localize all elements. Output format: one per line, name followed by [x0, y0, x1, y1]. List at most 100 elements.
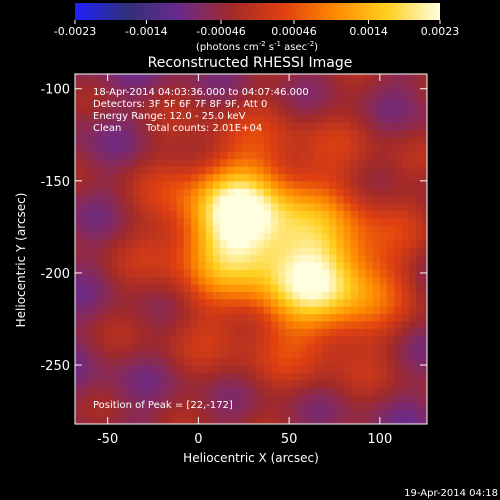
heatmap-cell: [358, 74, 366, 79]
heatmap-cell: [263, 107, 272, 116]
heatmap-cell: [416, 166, 424, 175]
heatmap-cell: [350, 195, 359, 204]
heatmap-cell: [416, 387, 424, 396]
heatmap-cell: [372, 129, 381, 138]
heatmap-cell: [314, 335, 323, 344]
heatmap-cell: [270, 409, 279, 418]
heatmap-cell: [292, 284, 301, 292]
heatmap-cell: [256, 136, 265, 145]
heatmap-cell: [118, 276, 127, 285]
heatmap-cell: [169, 313, 178, 322]
heatmap-cell: [205, 401, 214, 410]
heatmap-cell: [118, 394, 127, 403]
heatmap-cell: [416, 261, 424, 270]
heatmap-cell: [191, 74, 199, 79]
heatmap-cell: [140, 416, 149, 424]
heatmap-cell: [321, 225, 330, 234]
heatmap-cell: [234, 225, 243, 234]
heatmap-cell: [329, 217, 337, 226]
heatmap-cell: [416, 276, 424, 285]
heatmap-cell: [263, 232, 272, 241]
heatmap-cell: [372, 379, 381, 388]
heatmap-cell: [350, 210, 359, 219]
heatmap-cell: [285, 365, 294, 374]
heatmap-cell: [176, 232, 185, 241]
heatmap-cell: [416, 313, 424, 322]
heatmap-cell: [140, 85, 149, 94]
heatmap-cell: [140, 261, 149, 270]
heatmap-cell: [321, 401, 330, 410]
heatmap-cell: [191, 313, 199, 322]
heatmap-cell: [343, 298, 352, 307]
heatmap-cell: [416, 77, 424, 86]
heatmap-cell: [154, 342, 163, 351]
heatmap-cell: [133, 195, 141, 204]
heatmap-cell: [125, 372, 134, 381]
heatmap-cell: [307, 92, 316, 101]
heatmap-cell: [162, 401, 170, 410]
heatmap-cell: [336, 365, 345, 374]
heatmap-cell: [205, 232, 214, 241]
heatmap-cell: [249, 298, 258, 307]
heatmap-cell: [336, 320, 345, 329]
heatmap-cell: [321, 210, 330, 219]
heatmap-cell: [234, 409, 243, 418]
heatmap-cell: [125, 99, 134, 108]
heatmap-cell: [416, 144, 424, 152]
heatmap-cell: [365, 158, 374, 167]
heatmap-cell: [336, 284, 345, 292]
heatmap-cell: [256, 158, 265, 167]
heatmap-cell: [321, 409, 330, 418]
heatmap-cell: [227, 202, 236, 211]
heatmap-cell: [292, 99, 301, 108]
heatmap-cell: [241, 328, 250, 337]
heatmap-cell: [176, 416, 185, 424]
heatmap-cell: [212, 195, 221, 204]
heatmap-cell: [365, 276, 374, 285]
heatmap-cell: [234, 335, 243, 344]
heatmap-cell: [118, 335, 127, 344]
heatmap-cell: [140, 401, 149, 410]
heatmap-cell: [372, 202, 381, 211]
heatmap-cell: [358, 247, 366, 256]
heatmap-cell: [205, 416, 214, 424]
heatmap-cell: [270, 121, 279, 130]
heatmap-cell: [270, 350, 279, 359]
heatmap-cell: [220, 284, 229, 292]
heatmap-cell: [140, 144, 149, 152]
heatmap-cell: [133, 313, 141, 322]
heatmap-cell: [408, 151, 417, 160]
heatmap-cell: [423, 166, 427, 175]
heatmap-cell: [401, 180, 410, 189]
heatmap-cell: [89, 357, 98, 366]
heatmap-cell: [249, 284, 258, 292]
heatmap-cell: [379, 99, 388, 108]
heatmap-cell: [270, 342, 279, 351]
heatmap-cell: [314, 144, 323, 152]
heatmap-cell: [118, 328, 127, 337]
heatmap-cell: [234, 180, 243, 189]
heatmap-cell: [365, 180, 374, 189]
heatmap-cell: [89, 173, 98, 182]
heatmap-cell: [387, 225, 395, 234]
heatmap-cell: [227, 335, 236, 344]
heatmap-cell: [111, 180, 120, 189]
heatmap-cell: [256, 77, 265, 86]
heatmap-cell: [96, 335, 105, 344]
heatmap-cell: [292, 188, 301, 197]
heatmap-cell: [162, 261, 170, 270]
heatmap-cell: [394, 180, 403, 189]
heatmap-cell: [394, 284, 403, 292]
heatmap-cell: [408, 254, 417, 263]
heatmap-cell: [365, 151, 374, 160]
heatmap-cell: [212, 365, 221, 374]
heatmap-cell: [365, 129, 374, 138]
heatmap-cell: [307, 180, 316, 189]
heatmap-cell: [154, 173, 163, 182]
heatmap-cell: [387, 284, 395, 292]
heatmap-cell: [372, 401, 381, 410]
heatmap-cell: [307, 247, 316, 256]
heatmap-cell: [336, 74, 345, 79]
heatmap-cell: [394, 151, 403, 160]
heatmap-cell: [227, 401, 236, 410]
